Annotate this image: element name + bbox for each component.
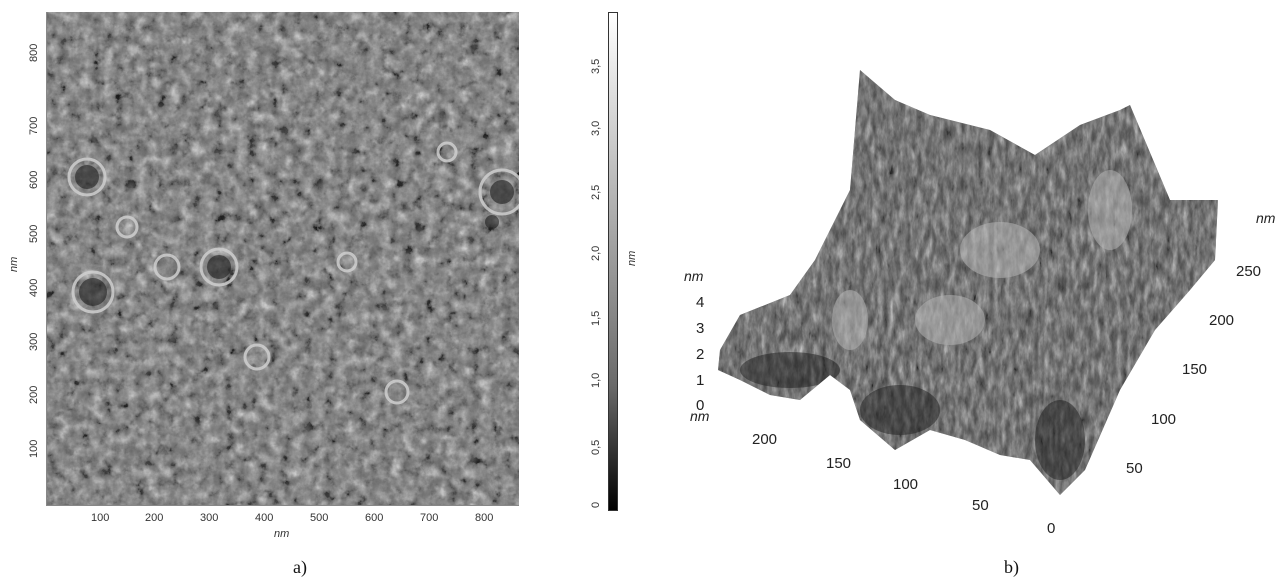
y-tick: 300 (28, 332, 40, 351)
colorbar-tick: 0,5 (590, 439, 602, 455)
right-tick: 250 (1236, 263, 1262, 280)
panel-a-caption: a) (293, 557, 307, 577)
x-tick: 600 (365, 512, 384, 524)
x-tick: 100 (91, 512, 110, 524)
y-tick: 600 (28, 170, 40, 189)
right-tick: 200 (1209, 312, 1235, 329)
right-axis-unit: nm (1256, 210, 1276, 226)
z-axis-unit: nm (684, 268, 704, 284)
afm-3d-surface (700, 60, 1230, 500)
right-tick: 50 (1126, 460, 1143, 477)
x-tick: 200 (145, 512, 164, 524)
colorbar-tick: 2,0 (590, 245, 602, 261)
afm-2d-x-axis (47, 505, 519, 506)
front-tick: 150 (826, 455, 852, 472)
afm-2d-image (47, 12, 519, 505)
z-tick: 0 (696, 397, 705, 414)
y-axis-unit: nm (8, 256, 20, 272)
x-axis-unit: nm (274, 528, 290, 540)
colorbar-tick: 2,5 (590, 184, 602, 200)
z-tick: 1 (696, 372, 705, 389)
front-tick: 100 (893, 476, 919, 493)
z-tick: 2 (696, 346, 705, 363)
front-tick: 50 (972, 497, 989, 514)
front-tick: 200 (752, 431, 778, 448)
colorbar-unit: nm (626, 250, 638, 266)
y-tick: 400 (28, 278, 40, 297)
colorbar (608, 12, 618, 511)
z-tick: 3 (696, 320, 705, 337)
x-tick: 800 (475, 512, 494, 524)
front-axis-unit: nm (690, 408, 710, 424)
colorbar-tick: 3,0 (590, 120, 602, 136)
colorbar-tick: 0 (590, 501, 602, 508)
y-tick: 700 (28, 116, 40, 135)
front-tick: 0 (1047, 520, 1056, 537)
z-tick: 4 (696, 294, 705, 311)
y-tick: 100 (28, 439, 40, 458)
colorbar-tick: 1,5 (590, 310, 602, 326)
panel-b-caption: b) (1004, 557, 1019, 577)
x-tick: 500 (310, 512, 329, 524)
right-tick: 150 (1182, 361, 1208, 378)
colorbar-tick: 3,5 (590, 58, 602, 74)
right-tick: 100 (1151, 411, 1177, 428)
y-tick: 500 (28, 224, 40, 243)
y-tick: 800 (28, 43, 40, 62)
x-tick: 400 (255, 512, 274, 524)
y-tick: 200 (28, 385, 40, 404)
afm-2d-y-axis (46, 12, 47, 506)
x-tick: 700 (420, 512, 439, 524)
x-tick: 300 (200, 512, 219, 524)
colorbar-tick: 1,0 (590, 372, 602, 388)
